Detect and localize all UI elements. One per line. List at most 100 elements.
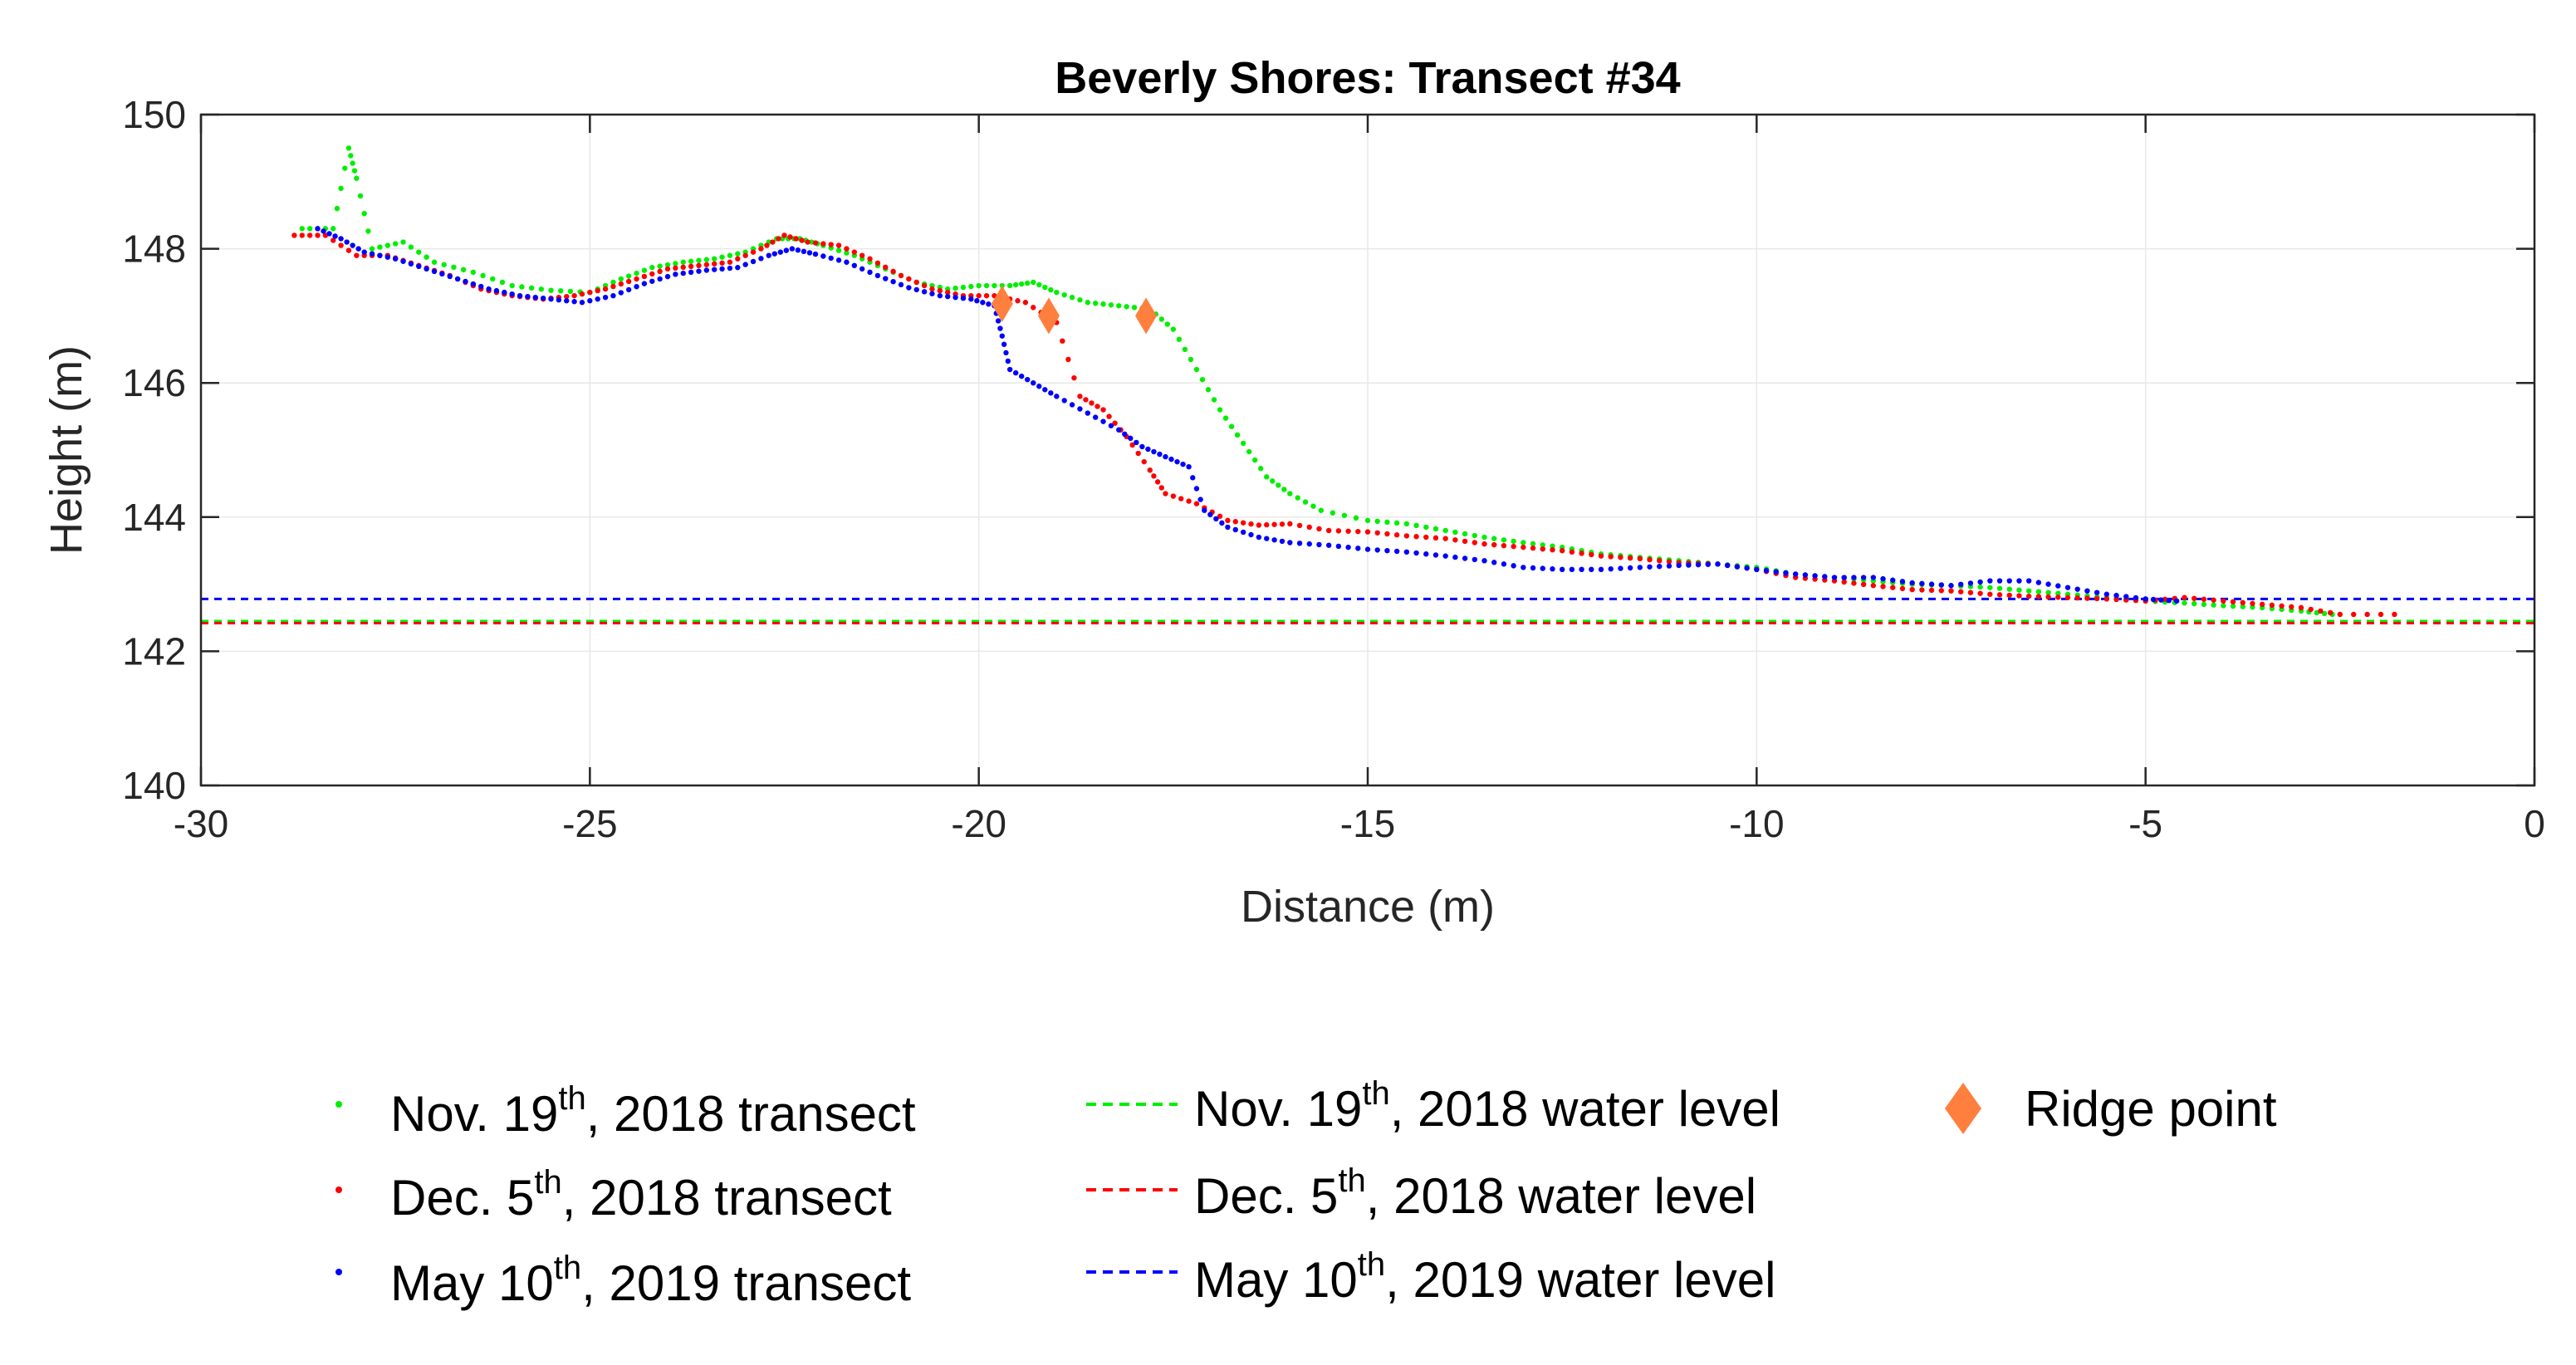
transect-point bbox=[883, 264, 889, 271]
transect-point bbox=[1647, 556, 1653, 563]
transect-point bbox=[1003, 350, 1009, 356]
transect-point bbox=[1996, 592, 2003, 598]
transect-point bbox=[392, 241, 399, 247]
transect-point bbox=[2166, 597, 2172, 604]
transect-point bbox=[1725, 562, 1731, 569]
transect-point bbox=[1131, 305, 1138, 311]
transect-point bbox=[1608, 566, 1614, 572]
transect-point bbox=[558, 288, 564, 294]
transect-point bbox=[1958, 589, 1964, 594]
ridge-point-marker bbox=[1037, 297, 1060, 335]
transect-point bbox=[1442, 553, 1448, 559]
transect-point bbox=[400, 258, 406, 264]
transect-point bbox=[1217, 407, 1223, 413]
transect-point bbox=[974, 298, 980, 304]
transect-point bbox=[906, 276, 912, 282]
transect-point bbox=[2035, 589, 2042, 594]
transect-point bbox=[770, 239, 776, 245]
transect-point bbox=[1256, 534, 1262, 541]
transect-point bbox=[812, 251, 819, 257]
transect-point bbox=[1264, 474, 1270, 480]
transect-point bbox=[664, 273, 671, 280]
transect-point bbox=[1987, 578, 1993, 584]
transect-point bbox=[1345, 544, 1351, 550]
x-tick-label: -25 bbox=[562, 802, 617, 845]
transect-point bbox=[806, 250, 813, 256]
transect-point bbox=[490, 276, 496, 282]
transect-point bbox=[835, 242, 842, 248]
transect-point bbox=[783, 247, 790, 253]
transect-point bbox=[1501, 542, 1507, 549]
transect-point bbox=[1374, 518, 1380, 525]
transect-point bbox=[1306, 524, 1312, 531]
transect-point bbox=[2279, 603, 2285, 609]
transect-point bbox=[921, 289, 928, 295]
transect-point bbox=[1042, 284, 1048, 291]
transect-point bbox=[1666, 563, 1672, 569]
transect-point bbox=[625, 286, 632, 293]
transect-point bbox=[696, 257, 702, 263]
transect-point bbox=[493, 287, 500, 294]
ridge-point-marker bbox=[1135, 297, 1158, 335]
transect-point bbox=[2230, 599, 2236, 605]
transect-point bbox=[1077, 406, 1083, 412]
transect-point bbox=[618, 290, 624, 296]
y-tick-label: 144 bbox=[122, 496, 186, 539]
transect-point bbox=[997, 325, 1003, 331]
transect-point bbox=[742, 262, 748, 267]
transect-point bbox=[1627, 555, 1633, 561]
transect-point bbox=[2240, 599, 2245, 606]
transect-point bbox=[1345, 528, 1351, 534]
transect-point bbox=[354, 175, 360, 181]
transect-point bbox=[976, 282, 982, 289]
transect-point bbox=[408, 261, 414, 267]
transect-point bbox=[1734, 564, 1741, 570]
transect-point bbox=[1413, 550, 1419, 556]
transect-point bbox=[470, 269, 477, 276]
transect-point bbox=[1135, 450, 1141, 457]
legend-label-ridge-point: Ridge point bbox=[2025, 1081, 2277, 1137]
transect-point bbox=[820, 253, 826, 259]
transect-point bbox=[1316, 541, 1322, 548]
transect-point bbox=[470, 281, 477, 287]
transect-point bbox=[913, 286, 919, 293]
transect-point bbox=[338, 185, 344, 192]
transect-point bbox=[2321, 610, 2328, 617]
transect-point bbox=[2192, 595, 2197, 601]
legend-label-may-water: May 10th, 2019 water level bbox=[1194, 1246, 1775, 1308]
transect-point bbox=[1715, 561, 1721, 567]
transect-point bbox=[719, 260, 725, 266]
transect-point bbox=[1802, 572, 1809, 578]
y-tick-label: 146 bbox=[122, 361, 186, 404]
transect-point bbox=[351, 168, 358, 174]
transect-point bbox=[1207, 511, 1213, 517]
transect-point bbox=[750, 249, 757, 255]
transect-point bbox=[945, 289, 951, 296]
transect-point bbox=[1042, 387, 1048, 393]
transect-point bbox=[2103, 596, 2110, 602]
transect-point bbox=[2025, 578, 2032, 584]
transect-point bbox=[2308, 606, 2314, 613]
transect-point bbox=[867, 256, 873, 262]
transect-point bbox=[1296, 522, 1303, 529]
transect-point bbox=[2364, 611, 2370, 618]
transect-point bbox=[1841, 575, 1847, 580]
transect-point bbox=[2250, 600, 2255, 607]
transect-point bbox=[369, 246, 375, 252]
transect-point bbox=[828, 242, 834, 247]
transect-point bbox=[890, 278, 896, 285]
transect-point bbox=[1036, 281, 1042, 288]
transect-point bbox=[567, 288, 574, 295]
transect-point bbox=[1018, 373, 1025, 379]
transect-point bbox=[332, 233, 338, 239]
transect-point bbox=[1100, 407, 1106, 413]
transect-point bbox=[1205, 387, 1212, 393]
transect-point bbox=[2094, 590, 2100, 595]
transect-point bbox=[680, 259, 686, 265]
transect-point bbox=[1193, 366, 1200, 373]
transect-point bbox=[1180, 461, 1186, 467]
transect-point bbox=[1442, 536, 1448, 541]
transect-point bbox=[2289, 604, 2294, 610]
transect-point bbox=[1248, 521, 1254, 527]
transect-point bbox=[1279, 521, 1286, 527]
